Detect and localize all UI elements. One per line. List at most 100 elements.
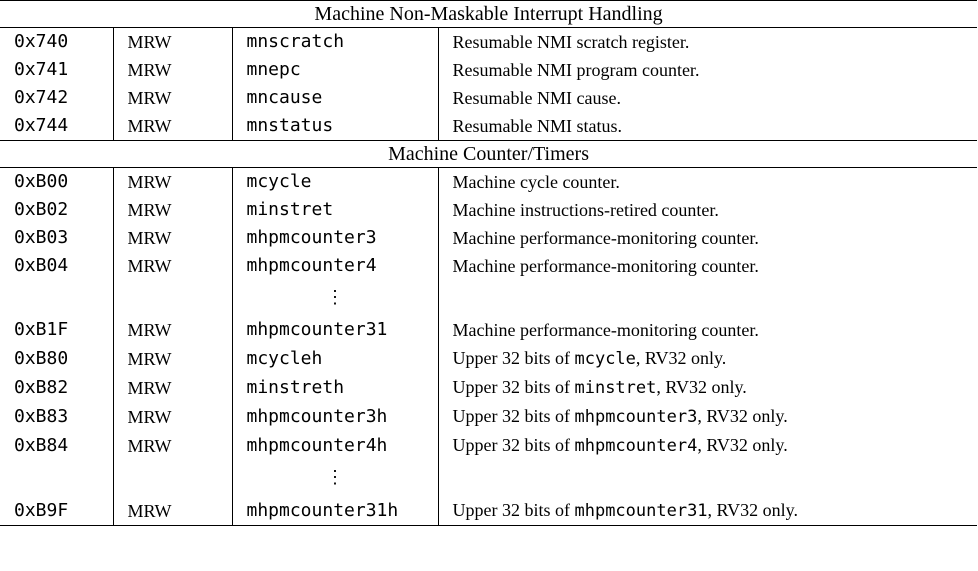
csr-number: 0xB03 bbox=[14, 227, 69, 248]
section-title-nmi: Machine Non-Maskable Interrupt Handling bbox=[0, 0, 978, 28]
section-header-row: Machine Counter/Timers bbox=[0, 140, 978, 168]
csr-number: 0xB1F bbox=[14, 319, 69, 340]
description-code: minstret bbox=[574, 378, 657, 398]
csr-description: Resumable NMI scratch register. bbox=[437, 27, 978, 56]
section-header-row: Machine Non-Maskable Interrupt Handling bbox=[0, 0, 978, 28]
csr-name: mncause bbox=[231, 84, 438, 112]
csr-description: Upper 32 bits of minstret, RV32 only. bbox=[437, 373, 978, 402]
description-suffix: , RV32 only. bbox=[707, 500, 798, 520]
csr-privilege: MRW bbox=[112, 252, 232, 280]
csr-privilege: MRW bbox=[112, 316, 232, 344]
csr-privilege: MRW bbox=[112, 167, 232, 196]
description-code: mhpmcounter4 bbox=[574, 436, 698, 456]
csr-description: Machine performance-monitoring counter. bbox=[437, 224, 978, 252]
csr-number: 0xB84 bbox=[14, 434, 69, 456]
table-row: 0xB02 MRW minstret Machine instructions-… bbox=[0, 196, 978, 224]
description-prefix: Upper 32 bits of bbox=[452, 377, 575, 397]
ellipsis-cell-privilege bbox=[112, 280, 232, 316]
csr-number: 0x740 bbox=[14, 31, 69, 52]
section-title-counters: Machine Counter/Timers bbox=[0, 140, 978, 168]
csr-number: 0x742 bbox=[14, 87, 69, 108]
table-row: 0x744 MRW mnstatus Resumable NMI status. bbox=[0, 112, 978, 141]
description-code: mhpmcounter31 bbox=[574, 501, 708, 521]
csr-name: mhpmcounter3h bbox=[231, 402, 438, 431]
csr-privilege: MRW bbox=[112, 27, 232, 56]
csr-name: mhpmcounter3 bbox=[231, 224, 438, 252]
csr-number: 0xB83 bbox=[14, 405, 69, 427]
description-prefix: Upper 32 bits of bbox=[452, 500, 575, 520]
csr-privilege: MRW bbox=[112, 431, 232, 460]
csr-name: mnstatus bbox=[231, 112, 438, 141]
csr-privilege: MRW bbox=[112, 402, 232, 431]
csr-number: 0xB00 bbox=[14, 171, 69, 192]
csr-privilege: MRW bbox=[112, 373, 232, 402]
ellipsis-cell-number bbox=[0, 280, 113, 316]
csr-privilege: MRW bbox=[112, 84, 232, 112]
description-code: mhpmcounter3 bbox=[574, 407, 698, 427]
csr-privilege: MRW bbox=[112, 344, 232, 373]
csr-description: Resumable NMI cause. bbox=[437, 84, 978, 112]
csr-name: mcycle bbox=[231, 167, 438, 196]
csr-name: mhpmcounter4h bbox=[231, 431, 438, 460]
csr-description: Machine performance-monitoring counter. bbox=[437, 316, 978, 344]
csr-name: mcycleh bbox=[231, 344, 438, 373]
description-suffix: , RV32 only. bbox=[697, 435, 788, 455]
csr-description: Upper 32 bits of mhpmcounter31, RV32 onl… bbox=[437, 496, 978, 526]
csr-name: mnepc bbox=[231, 56, 438, 84]
csr-description: Upper 32 bits of mhpmcounter4, RV32 only… bbox=[437, 431, 978, 460]
table-row: 0xB83 MRW mhpmcounter3h Upper 32 bits of… bbox=[0, 402, 978, 431]
csr-privilege: MRW bbox=[112, 56, 232, 84]
table-row: 0x742 MRW mncause Resumable NMI cause. bbox=[0, 84, 978, 112]
table-row: 0xB9F MRW mhpmcounter31h Upper 32 bits o… bbox=[0, 496, 978, 526]
csr-name: mnscratch bbox=[231, 27, 438, 56]
csr-description: Upper 32 bits of mcycle, RV32 only. bbox=[437, 344, 978, 373]
description-prefix: Upper 32 bits of bbox=[452, 348, 575, 368]
csr-number: 0xB04 bbox=[14, 255, 69, 276]
table-row: 0xB82 MRW minstreth Upper 32 bits of min… bbox=[0, 373, 978, 402]
csr-table: Machine Non-Maskable Interrupt Handling … bbox=[0, 0, 978, 526]
csr-number: 0x744 bbox=[14, 115, 69, 136]
csr-privilege: MRW bbox=[112, 112, 232, 141]
csr-privilege: MRW bbox=[112, 196, 232, 224]
description-prefix: Upper 32 bits of bbox=[452, 435, 575, 455]
csr-description: Resumable NMI program counter. bbox=[437, 56, 978, 84]
csr-name: minstreth bbox=[231, 373, 438, 402]
csr-number: 0xB02 bbox=[14, 199, 69, 220]
table-row: 0xB1F MRW mhpmcounter31 Machine performa… bbox=[0, 316, 978, 344]
csr-number: 0xB82 bbox=[14, 376, 69, 398]
csr-number: 0xB9F bbox=[0, 496, 113, 526]
csr-name: minstret bbox=[231, 196, 438, 224]
csr-name: mhpmcounter31 bbox=[231, 316, 438, 344]
description-suffix: , RV32 only. bbox=[635, 348, 727, 368]
ellipsis-cell-privilege bbox=[112, 460, 232, 496]
csr-description: Machine cycle counter. bbox=[437, 167, 978, 196]
csr-number: 0xB80 bbox=[14, 347, 69, 369]
ellipsis-row: ⋮ bbox=[0, 460, 978, 496]
ellipsis-row: ⋮ bbox=[0, 280, 978, 316]
csr-privilege: MRW bbox=[112, 496, 232, 526]
csr-number: 0x741 bbox=[14, 59, 69, 80]
csr-name: mhpmcounter4 bbox=[231, 252, 438, 280]
table-row: 0xB04 MRW mhpmcounter4 Machine performan… bbox=[0, 252, 978, 280]
table-row: 0xB00 MRW mcycle Machine cycle counter. bbox=[0, 167, 978, 196]
description-code: mcycle bbox=[574, 349, 636, 369]
description-suffix: , RV32 only. bbox=[656, 377, 747, 397]
description-prefix: Upper 32 bits of bbox=[452, 406, 575, 426]
csr-privilege: MRW bbox=[112, 224, 232, 252]
table-row: 0xB80 MRW mcycleh Upper 32 bits of mcycl… bbox=[0, 344, 978, 373]
csr-description: Upper 32 bits of mhpmcounter3, RV32 only… bbox=[437, 402, 978, 431]
csr-description: Machine performance-monitoring counter. bbox=[437, 252, 978, 280]
description-suffix: , RV32 only. bbox=[697, 406, 788, 426]
vertical-ellipsis: ⋮ bbox=[231, 280, 438, 316]
table-row: 0xB84 MRW mhpmcounter4h Upper 32 bits of… bbox=[0, 431, 978, 460]
ellipsis-cell-description bbox=[437, 460, 978, 496]
ellipsis-cell-number bbox=[0, 460, 113, 496]
table-row: 0x740 MRW mnscratch Resumable NMI scratc… bbox=[0, 27, 978, 56]
table-row: 0x741 MRW mnepc Resumable NMI program co… bbox=[0, 56, 978, 84]
csr-description: Resumable NMI status. bbox=[437, 112, 978, 141]
vertical-ellipsis: ⋮ bbox=[231, 460, 438, 496]
table-row: 0xB03 MRW mhpmcounter3 Machine performan… bbox=[0, 224, 978, 252]
csr-name: mhpmcounter31h bbox=[231, 496, 438, 526]
csr-description: Machine instructions-retired counter. bbox=[437, 196, 978, 224]
ellipsis-cell-description bbox=[437, 280, 978, 316]
